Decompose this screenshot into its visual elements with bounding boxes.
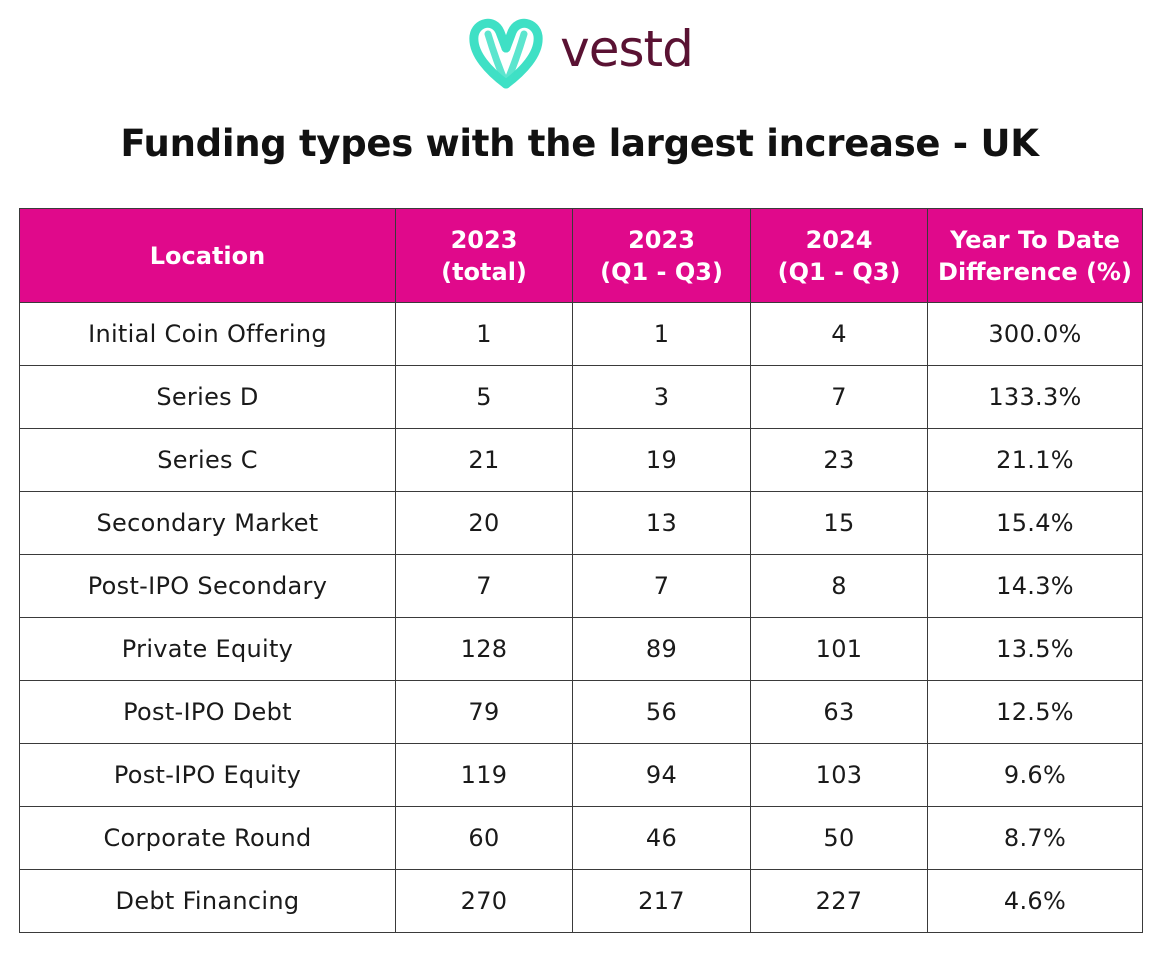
cell-2023-q1-q3: 13 [572, 491, 751, 555]
cell-2024-q1-q3: 15 [750, 491, 928, 555]
cell-ytd-difference: 133.3% [927, 365, 1143, 429]
cell-2023-total: 5 [395, 365, 573, 429]
cell-2024-q1-q3: 8 [750, 554, 928, 618]
cell-location: Post-IPO Secondary [19, 554, 396, 618]
cell-2023-q1-q3: 3 [572, 365, 751, 429]
cell-location: Initial Coin Offering [19, 302, 396, 366]
cell-location: Series D [19, 365, 396, 429]
column-header-location: Location [19, 208, 396, 303]
column-header-2024-q1-q3: 2024 (Q1 - Q3) [750, 208, 928, 303]
cell-2023-q1-q3: 46 [572, 806, 751, 870]
table-row: Debt Financing 270 217 227 4.6% [19, 869, 1143, 933]
cell-ytd-difference: 4.6% [927, 869, 1143, 933]
cell-2023-total: 270 [395, 869, 573, 933]
cell-2023-q1-q3: 1 [572, 302, 751, 366]
table-row: Private Equity 128 89 101 13.5% [19, 617, 1143, 681]
cell-2024-q1-q3: 4 [750, 302, 928, 366]
brand-logo: vestd [0, 14, 1159, 90]
cell-ytd-difference: 15.4% [927, 491, 1143, 555]
cell-location: Post-IPO Debt [19, 680, 396, 744]
column-header-ytd-difference: Year To Date Difference (%) [927, 208, 1143, 303]
cell-2023-total: 20 [395, 491, 573, 555]
cell-2024-q1-q3: 227 [750, 869, 928, 933]
cell-2023-q1-q3: 56 [572, 680, 751, 744]
cell-ytd-difference: 13.5% [927, 617, 1143, 681]
cell-2024-q1-q3: 23 [750, 428, 928, 492]
cell-ytd-difference: 21.1% [927, 428, 1143, 492]
table-row: Corporate Round 60 46 50 8.7% [19, 806, 1143, 870]
cell-2023-q1-q3: 89 [572, 617, 751, 681]
cell-2023-q1-q3: 7 [572, 554, 751, 618]
cell-location: Private Equity [19, 617, 396, 681]
cell-2024-q1-q3: 101 [750, 617, 928, 681]
cell-2023-total: 128 [395, 617, 573, 681]
cell-ytd-difference: 9.6% [927, 743, 1143, 807]
cell-2023-total: 1 [395, 302, 573, 366]
cell-2023-total: 60 [395, 806, 573, 870]
cell-location: Corporate Round [19, 806, 396, 870]
cell-2023-total: 21 [395, 428, 573, 492]
table-row: Post-IPO Equity 119 94 103 9.6% [19, 743, 1143, 807]
cell-location: Debt Financing [19, 869, 396, 933]
table-row: Series C 21 19 23 21.1% [19, 428, 1143, 492]
cell-2023-total: 7 [395, 554, 573, 618]
brand-wordmark: vestd [560, 20, 694, 78]
cell-2024-q1-q3: 7 [750, 365, 928, 429]
table-header-row: Location 2023 (total) 2023 (Q1 - Q3) 202… [19, 208, 1143, 303]
table-row: Post-IPO Debt 79 56 63 12.5% [19, 680, 1143, 744]
column-header-2023-q1-q3: 2023 (Q1 - Q3) [572, 208, 751, 303]
cell-2023-q1-q3: 217 [572, 869, 751, 933]
table-row: Secondary Market 20 13 15 15.4% [19, 491, 1143, 555]
cell-2023-q1-q3: 19 [572, 428, 751, 492]
cell-2023-total: 79 [395, 680, 573, 744]
table-row: Post-IPO Secondary 7 7 8 14.3% [19, 554, 1143, 618]
cell-2024-q1-q3: 50 [750, 806, 928, 870]
table-row: Series D 5 3 7 133.3% [19, 365, 1143, 429]
cell-ytd-difference: 8.7% [927, 806, 1143, 870]
cell-2024-q1-q3: 103 [750, 743, 928, 807]
cell-ytd-difference: 12.5% [927, 680, 1143, 744]
cell-ytd-difference: 300.0% [927, 302, 1143, 366]
cell-2023-q1-q3: 94 [572, 743, 751, 807]
table-row: Initial Coin Offering 1 1 4 300.0% [19, 302, 1143, 366]
cell-ytd-difference: 14.3% [927, 554, 1143, 618]
column-header-2023-total: 2023 (total) [395, 208, 573, 303]
interlocked-v-heart-logo-icon [466, 14, 546, 90]
cell-location: Post-IPO Equity [19, 743, 396, 807]
funding-table: Location 2023 (total) 2023 (Q1 - Q3) 202… [19, 208, 1143, 933]
cell-2024-q1-q3: 63 [750, 680, 928, 744]
cell-location: Series C [19, 428, 396, 492]
chart-title: Funding types with the largest increase … [120, 122, 1039, 165]
cell-location: Secondary Market [19, 491, 396, 555]
cell-2023-total: 119 [395, 743, 573, 807]
